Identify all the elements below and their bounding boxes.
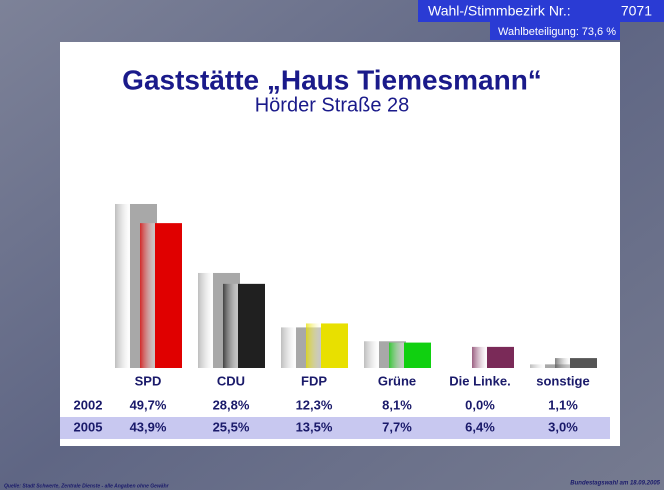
bar <box>530 364 572 368</box>
value-label: 8,1% <box>382 397 412 412</box>
legend-label: 2005 <box>74 419 103 434</box>
bar <box>306 323 348 368</box>
bar <box>140 223 182 368</box>
legend-label: 2002 <box>74 397 103 412</box>
value-label: 7,7% <box>382 419 412 434</box>
value-label: 49,7% <box>130 397 167 412</box>
value-label: 13,5% <box>296 419 333 434</box>
bar <box>389 342 431 368</box>
district-label: Wahl-/Stimmbezirk Nr.: <box>428 3 571 19</box>
x-tick-label: Grüne <box>378 373 416 388</box>
x-tick-label: Die Linke. <box>449 373 510 388</box>
turnout-box <box>490 22 620 40</box>
election-note: Bundestagswahl am 18.09.2005 <box>570 481 660 487</box>
district-box <box>418 0 664 22</box>
value-label: 1,1% <box>548 397 578 412</box>
value-label: 0,0% <box>465 397 495 412</box>
bar <box>223 283 265 368</box>
bar <box>472 346 514 368</box>
x-tick-label: FDP <box>301 373 327 388</box>
x-tick-label: CDU <box>217 373 245 388</box>
row-band <box>60 417 610 439</box>
value-label: 12,3% <box>296 397 333 412</box>
chart-subtitle: Hörder Straße 28 <box>255 94 410 116</box>
value-label: 43,9% <box>130 419 167 434</box>
bar <box>555 358 597 368</box>
district-number: 7071 <box>621 3 652 19</box>
value-label: 28,8% <box>213 397 250 412</box>
x-tick-label: SPD <box>135 373 162 388</box>
turnout-label: Wahlbeteiligung: <box>498 26 579 38</box>
chart-title: Gaststätte „Haus Tiemesmann“ <box>122 64 542 95</box>
value-label: 25,5% <box>213 419 250 434</box>
x-tick-label: sonstige <box>536 373 589 388</box>
turnout-value: 73,6 % <box>582 26 616 38</box>
value-label: 6,4% <box>465 419 495 434</box>
value-label: 3,0% <box>548 419 578 434</box>
source-note: Quelle: Stadt Schwerte, Zentrale Dienste… <box>4 483 170 489</box>
